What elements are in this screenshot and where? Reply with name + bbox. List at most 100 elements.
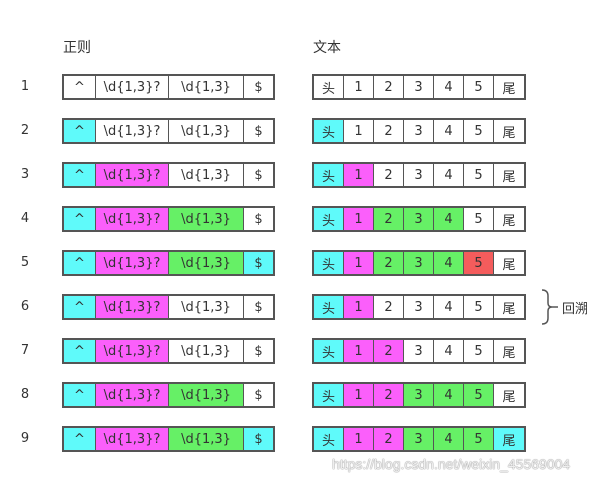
text-char: 尾: [494, 384, 524, 406]
regex-token: ^: [64, 384, 96, 406]
text-char: 尾: [494, 252, 524, 274]
text-char: 2: [374, 252, 404, 274]
text-char: 3: [404, 164, 434, 186]
regex-token: \d{1,3}: [169, 428, 244, 450]
text-char: 尾: [494, 120, 524, 142]
text-char: 头: [314, 296, 344, 318]
text-char: 3: [404, 428, 434, 450]
regex-box: ^ \d{1,3}? \d{1,3} $: [62, 118, 275, 144]
text-char: 4: [434, 208, 464, 230]
text-char: 2: [374, 208, 404, 230]
step-number: 4: [20, 211, 30, 226]
text-char: 3: [404, 384, 434, 406]
text-char: 4: [434, 384, 464, 406]
step-number: 6: [20, 299, 30, 314]
regex-token: ^: [64, 340, 96, 362]
regex-token: ^: [64, 164, 96, 186]
regex-token: $: [244, 208, 273, 230]
regex-box: ^ \d{1,3}? \d{1,3} $: [62, 426, 275, 452]
regex-token: $: [244, 428, 273, 450]
regex-token: \d{1,3}?: [96, 76, 169, 98]
text-char: 2: [374, 340, 404, 362]
step-number: 5: [20, 255, 30, 270]
text-char: 5: [464, 252, 494, 274]
regex-token: ^: [64, 296, 96, 318]
regex-token: \d{1,3}?: [96, 428, 169, 450]
regex-token: $: [244, 384, 273, 406]
text-char: 3: [404, 76, 434, 98]
regex-token: \d{1,3}: [169, 384, 244, 406]
regex-token: $: [244, 164, 273, 186]
text-char: 2: [374, 296, 404, 318]
regex-token: \d{1,3}: [169, 252, 244, 274]
text-char: 4: [434, 340, 464, 362]
text-char: 1: [344, 252, 374, 274]
text-char: 1: [344, 164, 374, 186]
text-char: 5: [464, 120, 494, 142]
regex-token: \d{1,3}?: [96, 384, 169, 406]
text-char: 头: [314, 164, 344, 186]
text-char: 5: [464, 428, 494, 450]
text-char: 3: [404, 120, 434, 142]
regex-box: ^ \d{1,3}? \d{1,3} $: [62, 294, 275, 320]
text-char: 4: [434, 120, 464, 142]
text-char: 尾: [494, 76, 524, 98]
regex-token: \d{1,3}: [169, 76, 244, 98]
watermark: https://blog.csdn.net/weixin_45569004: [332, 456, 571, 472]
regex-token: \d{1,3}: [169, 208, 244, 230]
step-number: 3: [20, 167, 30, 182]
text-char: 1: [344, 296, 374, 318]
text-char: 1: [344, 76, 374, 98]
regex-header: 正则: [63, 40, 91, 56]
regex-token: $: [244, 76, 273, 98]
regex-token: \d{1,3}?: [96, 252, 169, 274]
brace-icon: [541, 289, 558, 325]
text-char: 头: [314, 76, 344, 98]
regex-token: ^: [64, 428, 96, 450]
regex-box: ^ \d{1,3}? \d{1,3} $: [62, 250, 275, 276]
text-char: 5: [464, 76, 494, 98]
text-char: 4: [434, 428, 464, 450]
text-char: 头: [314, 384, 344, 406]
text-char: 尾: [494, 164, 524, 186]
text-char: 2: [374, 164, 404, 186]
text-char: 2: [374, 120, 404, 142]
regex-box: ^ \d{1,3}? \d{1,3} $: [62, 74, 275, 100]
regex-token: $: [244, 252, 273, 274]
text-char: 4: [434, 164, 464, 186]
text-char: 5: [464, 164, 494, 186]
text-char: 1: [344, 120, 374, 142]
regex-token: $: [244, 340, 273, 362]
text-char: 5: [464, 208, 494, 230]
step-number: 8: [20, 387, 30, 402]
text-char: 3: [404, 296, 434, 318]
regex-token: \d{1,3}: [169, 340, 244, 362]
text-header: 文本: [313, 40, 341, 56]
regex-box: ^ \d{1,3}? \d{1,3} $: [62, 162, 275, 188]
text-char: 尾: [494, 428, 524, 450]
regex-token: $: [244, 120, 273, 142]
text-char: 1: [344, 340, 374, 362]
step-number: 7: [20, 343, 30, 358]
regex-token: \d{1,3}: [169, 120, 244, 142]
text-char: 尾: [494, 208, 524, 230]
text-char: 1: [344, 428, 374, 450]
text-char: 3: [404, 340, 434, 362]
text-char: 2: [374, 384, 404, 406]
text-char: 3: [404, 208, 434, 230]
text-char: 2: [374, 428, 404, 450]
text-char: 5: [464, 384, 494, 406]
step-number: 1: [20, 79, 30, 94]
text-char: 4: [434, 252, 464, 274]
text-char: 5: [464, 296, 494, 318]
regex-box: ^ \d{1,3}? \d{1,3} $: [62, 382, 275, 408]
text-char: 头: [314, 120, 344, 142]
